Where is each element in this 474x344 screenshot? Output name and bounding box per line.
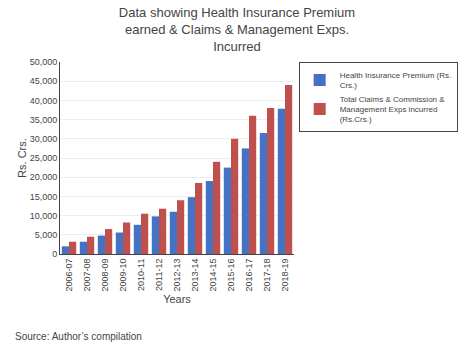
svg-text:Source: Author’s compilation: Source: Author’s compilation xyxy=(15,331,142,342)
svg-text:50,000: 50,000 xyxy=(30,57,58,67)
svg-text:2013-14: 2013-14 xyxy=(190,259,200,292)
svg-text:Years: Years xyxy=(163,293,191,305)
svg-text:Rs. Crs.: Rs. Crs. xyxy=(16,138,28,178)
svg-text:10,000: 10,000 xyxy=(30,211,58,221)
svg-text:2006-07: 2006-07 xyxy=(64,259,74,292)
svg-text:2012-13: 2012-13 xyxy=(172,259,182,292)
svg-text:2015-16: 2015-16 xyxy=(226,259,236,292)
svg-text:Total Claims & Commission &Man: Total Claims & Commission &Management Ex… xyxy=(340,95,446,125)
svg-text:30,000: 30,000 xyxy=(30,134,58,144)
svg-text:35,000: 35,000 xyxy=(30,115,58,125)
svg-text:0: 0 xyxy=(52,249,57,259)
svg-text:25,000: 25,000 xyxy=(30,153,58,163)
svg-text:2007-08: 2007-08 xyxy=(82,259,92,292)
svg-text:2010-11: 2010-11 xyxy=(136,259,146,291)
svg-text:45,000: 45,000 xyxy=(30,76,58,86)
svg-text:40,000: 40,000 xyxy=(30,96,58,106)
svg-text:2014-15: 2014-15 xyxy=(208,259,218,292)
svg-text:2017-18: 2017-18 xyxy=(262,259,272,292)
svg-text:2009-10: 2009-10 xyxy=(118,259,128,292)
svg-text:Health Insurance Premium (Rs.C: Health Insurance Premium (Rs.Crs.) xyxy=(340,71,452,90)
svg-text:5,000: 5,000 xyxy=(35,230,58,240)
svg-text:2018-19: 2018-19 xyxy=(280,259,290,292)
svg-text:2016-17: 2016-17 xyxy=(244,259,254,292)
svg-text:20,000: 20,000 xyxy=(30,172,58,182)
svg-text:2008-09: 2008-09 xyxy=(100,259,110,292)
svg-text:15,000: 15,000 xyxy=(30,192,58,202)
svg-text:Data showing Health Insurance: Data showing Health Insurance Premiumear… xyxy=(119,5,355,54)
svg-text:2011-12: 2011-12 xyxy=(154,259,164,291)
